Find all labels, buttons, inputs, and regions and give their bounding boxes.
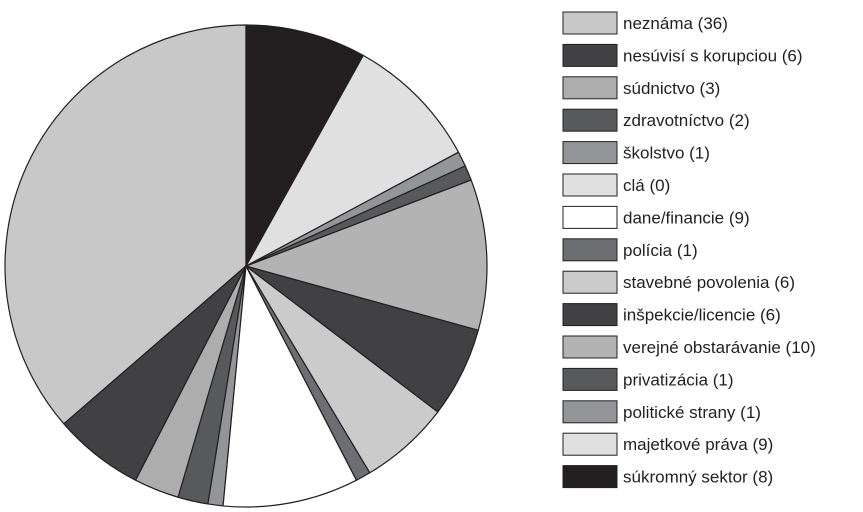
legend-label: dane/financie (9) bbox=[623, 208, 750, 227]
legend-item: súdnictvo (3) bbox=[562, 76, 720, 100]
legend-item: nesúvisí s korupciou (6) bbox=[562, 43, 803, 67]
legend-swatch bbox=[562, 367, 618, 391]
legend-item: súkromný sektor (8) bbox=[562, 465, 773, 489]
legend-item: politické strany (1) bbox=[562, 400, 761, 424]
legend-swatch bbox=[562, 432, 618, 456]
legend-label: privatizácia (1) bbox=[623, 370, 734, 389]
pie-slice-0 bbox=[4, 24, 247, 425]
legend-item: zdravotníctvo (2) bbox=[562, 108, 750, 132]
legend-label: verejné obstarávanie (10) bbox=[623, 338, 816, 357]
legend-label: inšpekcie/licencie (6) bbox=[623, 306, 781, 325]
legend-label: školstvo (1) bbox=[623, 144, 710, 163]
legend-swatch bbox=[562, 335, 618, 359]
legend-label: clá (0) bbox=[623, 176, 670, 195]
legend-item: polícia (1) bbox=[562, 238, 698, 262]
legend-swatch bbox=[562, 43, 618, 67]
legend-item: neznáma (36) bbox=[562, 11, 728, 35]
pie-slice-14 bbox=[245, 24, 364, 267]
pie-slice-13 bbox=[245, 54, 460, 267]
legend-swatch bbox=[562, 76, 618, 100]
legend-swatch bbox=[562, 205, 618, 229]
legend-label: neznáma (36) bbox=[623, 14, 728, 33]
legend-swatch bbox=[562, 141, 618, 165]
legend-item: verejné obstarávanie (10) bbox=[562, 335, 816, 359]
pie-slice-6 bbox=[222, 265, 358, 508]
legend-label: polícia (1) bbox=[623, 241, 698, 260]
legend-swatch bbox=[562, 238, 618, 262]
legend-item: clá (0) bbox=[562, 173, 670, 197]
legend-swatch bbox=[562, 173, 618, 197]
legend-swatch bbox=[562, 303, 618, 327]
legend-label: politické strany (1) bbox=[623, 403, 761, 422]
legend-item: školstvo (1) bbox=[562, 141, 710, 165]
legend-label: súdnictvo (3) bbox=[623, 79, 720, 98]
legend-label: zdravotníctvo (2) bbox=[623, 111, 750, 130]
legend-swatch bbox=[562, 465, 618, 489]
legend-label: majetkové práva (9) bbox=[623, 435, 773, 454]
legend-item: inšpekcie/licencie (6) bbox=[562, 303, 781, 327]
legend-item: stavebné povolenia (6) bbox=[562, 270, 795, 294]
pie-slices bbox=[4, 24, 488, 508]
legend-swatch bbox=[562, 11, 618, 35]
legend-swatch bbox=[562, 400, 618, 424]
legend-item: dane/financie (9) bbox=[562, 205, 750, 229]
legend-swatch bbox=[562, 270, 618, 294]
legend-label: súkromný sektor (8) bbox=[623, 468, 773, 487]
legend-label: nesúvisí s korupciou (6) bbox=[623, 46, 803, 65]
pie-slice-10 bbox=[245, 179, 488, 331]
legend-item: privatizácia (1) bbox=[562, 367, 734, 391]
legend-label: stavebné povolenia (6) bbox=[623, 273, 795, 292]
legend-item: majetkové práva (9) bbox=[562, 432, 773, 456]
legend-swatch bbox=[562, 108, 618, 132]
legend: neznáma (36) nesúvisí s korupciou (6) súdn… bbox=[562, 11, 816, 489]
